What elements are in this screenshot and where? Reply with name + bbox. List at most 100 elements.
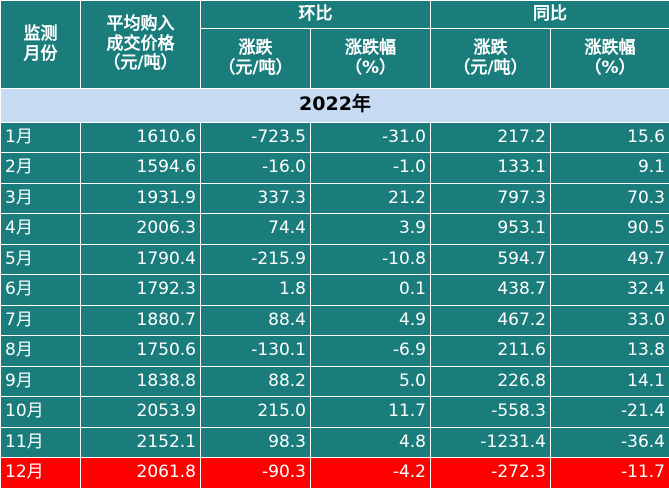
value-cell: -723.5: [200, 121, 311, 154]
value-cell: 1792.3: [80, 274, 201, 306]
value-cell: 5.0: [310, 365, 431, 398]
value-cell: 98.3: [200, 426, 311, 459]
header-line: 监测: [23, 23, 58, 44]
value-cell: -10.8: [310, 243, 431, 276]
data-row: 5月 1790.4 -215.9 -10.8 594.7 49.7: [0, 243, 669, 276]
data-row: 7月 1880.7 88.4 4.9 467.2 33.0: [0, 304, 669, 337]
data-row: 6月 1792.3 1.8 0.1 438.7 32.4: [0, 274, 669, 306]
value-cell: 337.3: [200, 182, 311, 215]
value-cell: 1750.6: [80, 335, 201, 367]
header-line: （元/吨）: [453, 57, 528, 78]
value-cell: -21.4: [550, 396, 669, 428]
value-cell: -90.3: [200, 457, 311, 489]
value-cell: 88.2: [200, 365, 311, 398]
value-cell: -6.9: [310, 335, 431, 367]
value-cell: 133.1: [430, 152, 551, 184]
value-cell: 74.4: [200, 213, 311, 245]
header-line: 涨跌: [238, 37, 273, 58]
value-cell: -1231.4: [430, 426, 551, 459]
value-cell: 21.2: [310, 182, 431, 215]
data-row: 4月 2006.3 74.4 3.9 953.1 90.5: [0, 213, 669, 245]
header-line: （%）: [344, 57, 397, 78]
header-line: 涨跌幅: [584, 37, 636, 58]
header-line: （元/吨）: [218, 57, 293, 78]
month-cell: 1月: [0, 121, 81, 154]
value-cell: 49.7: [550, 243, 669, 276]
value-cell: -31.0: [310, 121, 431, 154]
month-cell: 9月: [0, 365, 81, 398]
header-line: （%）: [584, 57, 636, 78]
value-cell: 13.8: [550, 335, 669, 367]
month-cell: 6月: [0, 274, 81, 306]
value-cell: 90.5: [550, 213, 669, 245]
data-row: 11月 2152.1 98.3 4.8 -1231.4 -36.4: [0, 426, 669, 459]
month-cell: 11月: [0, 426, 81, 459]
value-cell: 33.0: [550, 304, 669, 337]
value-cell: 1.8: [200, 274, 311, 306]
value-cell: 2061.8: [80, 457, 201, 489]
month-cell: 3月: [0, 182, 81, 215]
value-cell: 953.1: [430, 213, 551, 245]
value-cell: 1790.4: [80, 243, 201, 276]
header-line: 成交价格: [106, 33, 175, 54]
value-cell: 15.6: [550, 121, 669, 154]
header-line: 涨跌: [473, 37, 508, 58]
value-cell: 2152.1: [80, 426, 201, 459]
month-cell: 10月: [0, 396, 81, 428]
value-cell: 2053.9: [80, 396, 201, 428]
month-cell: 2月: [0, 152, 81, 184]
value-cell: 438.7: [430, 274, 551, 306]
value-cell: 0.1: [310, 274, 431, 306]
value-cell: 1610.6: [80, 121, 201, 154]
value-cell: -11.7: [550, 457, 669, 489]
value-cell: -272.3: [430, 457, 551, 489]
value-cell: -36.4: [550, 426, 669, 459]
value-cell: -558.3: [430, 396, 551, 428]
mom-header: 环比: [200, 0, 431, 29]
header-line: 涨跌幅: [345, 37, 396, 58]
data-row: 2月 1594.6 -16.0 -1.0 133.1 9.1: [0, 152, 669, 184]
sub-header: 涨跌 （元/吨）: [430, 28, 551, 89]
value-cell: 32.4: [550, 274, 669, 306]
header-line: 平均购入: [106, 14, 175, 35]
value-cell: 211.6: [430, 335, 551, 367]
value-cell: 11.7: [310, 396, 431, 428]
value-cell: -4.2: [310, 457, 431, 489]
yoy-header: 同比: [430, 0, 669, 29]
value-cell: 467.2: [430, 304, 551, 337]
value-cell: 9.1: [550, 152, 669, 184]
value-cell: 4.8: [310, 426, 431, 459]
data-row: 12月 2061.8 -90.3 -4.2 -272.3 -11.7: [0, 457, 669, 489]
header-line: 月份: [23, 43, 58, 64]
data-row: 8月 1750.6 -130.1 -6.9 211.6 13.8: [0, 335, 669, 367]
value-cell: 1838.8: [80, 365, 201, 398]
value-cell: 797.3: [430, 182, 551, 215]
value-cell: 226.8: [430, 365, 551, 398]
month-cell: 12月: [0, 457, 81, 489]
data-row: 9月 1838.8 88.2 5.0 226.8 14.1: [0, 365, 669, 398]
value-cell: 88.4: [200, 304, 311, 337]
value-cell: 1594.6: [80, 152, 201, 184]
data-row: 3月 1931.9 337.3 21.2 797.3 70.3: [0, 182, 669, 215]
value-cell: 1880.7: [80, 304, 201, 337]
value-cell: -215.9: [200, 243, 311, 276]
sub-header: 涨跌 （元/吨）: [200, 28, 311, 89]
value-cell: 594.7: [430, 243, 551, 276]
value-cell: 217.2: [430, 121, 551, 154]
section-label: 2022年: [0, 88, 669, 123]
month-cell: 7月: [0, 304, 81, 337]
price-header: 平均购入 成交价格 （元/吨）: [80, 0, 201, 89]
value-cell: 215.0: [200, 396, 311, 428]
value-cell: 2006.3: [80, 213, 201, 245]
data-row: 1月 1610.6 -723.5 -31.0 217.2 15.6: [0, 121, 669, 154]
value-cell: -16.0: [200, 152, 311, 184]
month-cell: 8月: [0, 335, 81, 367]
value-cell: 4.9: [310, 304, 431, 337]
sub-header: 涨跌幅 （%）: [550, 28, 669, 89]
month-header: 监测 月份: [0, 0, 81, 89]
value-cell: -1.0: [310, 152, 431, 184]
month-cell: 4月: [0, 213, 81, 245]
value-cell: 1931.9: [80, 182, 201, 215]
